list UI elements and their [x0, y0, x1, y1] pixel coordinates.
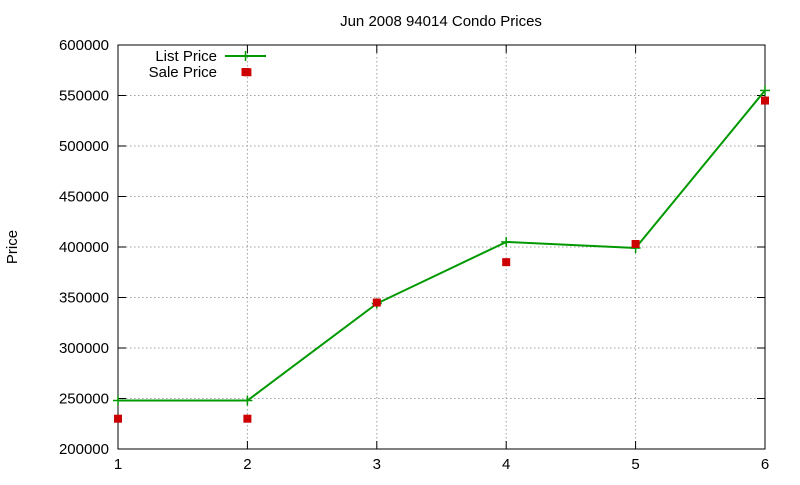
- x-tick-label: 2: [243, 456, 251, 473]
- y-tick-label: 400000: [59, 239, 109, 256]
- x-tick-label: 5: [631, 456, 639, 473]
- data-point: [501, 236, 512, 247]
- data-point: [372, 298, 381, 307]
- x-tick-label: 6: [761, 456, 769, 473]
- y-tick-label: 300000: [59, 340, 109, 357]
- legend-label: Sale Price: [149, 64, 217, 81]
- legend-label: List Price: [155, 48, 217, 65]
- y-tick-label: 350000: [59, 290, 109, 307]
- legend-item: Sale Price: [149, 64, 250, 81]
- series-layer: [113, 68, 770, 423]
- x-tick-label: 3: [373, 456, 381, 473]
- series-sale-price: [114, 68, 769, 423]
- data-point: [243, 414, 252, 423]
- grid-lines: [118, 45, 765, 449]
- data-point: [631, 239, 640, 248]
- data-point: [242, 395, 253, 406]
- legend-marker: [240, 51, 251, 61]
- legend-item: List Price: [155, 48, 266, 65]
- series-line: [118, 89, 766, 402]
- legend-marker: [241, 68, 250, 76]
- data-point: [761, 96, 769, 105]
- series-list-price: [113, 85, 770, 406]
- data-point: [760, 85, 770, 96]
- y-tick-label: 550000: [59, 88, 109, 105]
- chart-title: Jun 2008 94014 Condo Prices: [340, 13, 542, 30]
- y-tick-label: 600000: [59, 37, 109, 54]
- y-axis-label: Price: [4, 230, 21, 264]
- y-tick-label: 200000: [59, 441, 109, 458]
- axis-ticks: 1 2 3 4 5 6 200000 250000 300000 350000 400000 4500…: [59, 37, 769, 473]
- y-tick-label: 500000: [59, 138, 109, 155]
- x-tick-label: 4: [502, 456, 510, 473]
- x-tick-label: 1: [114, 456, 122, 473]
- y-tick-label: 250000: [59, 391, 109, 408]
- data-point: [114, 414, 122, 423]
- data-point: [502, 258, 511, 267]
- data-point: [113, 395, 123, 406]
- y-tick-label: 450000: [59, 189, 109, 206]
